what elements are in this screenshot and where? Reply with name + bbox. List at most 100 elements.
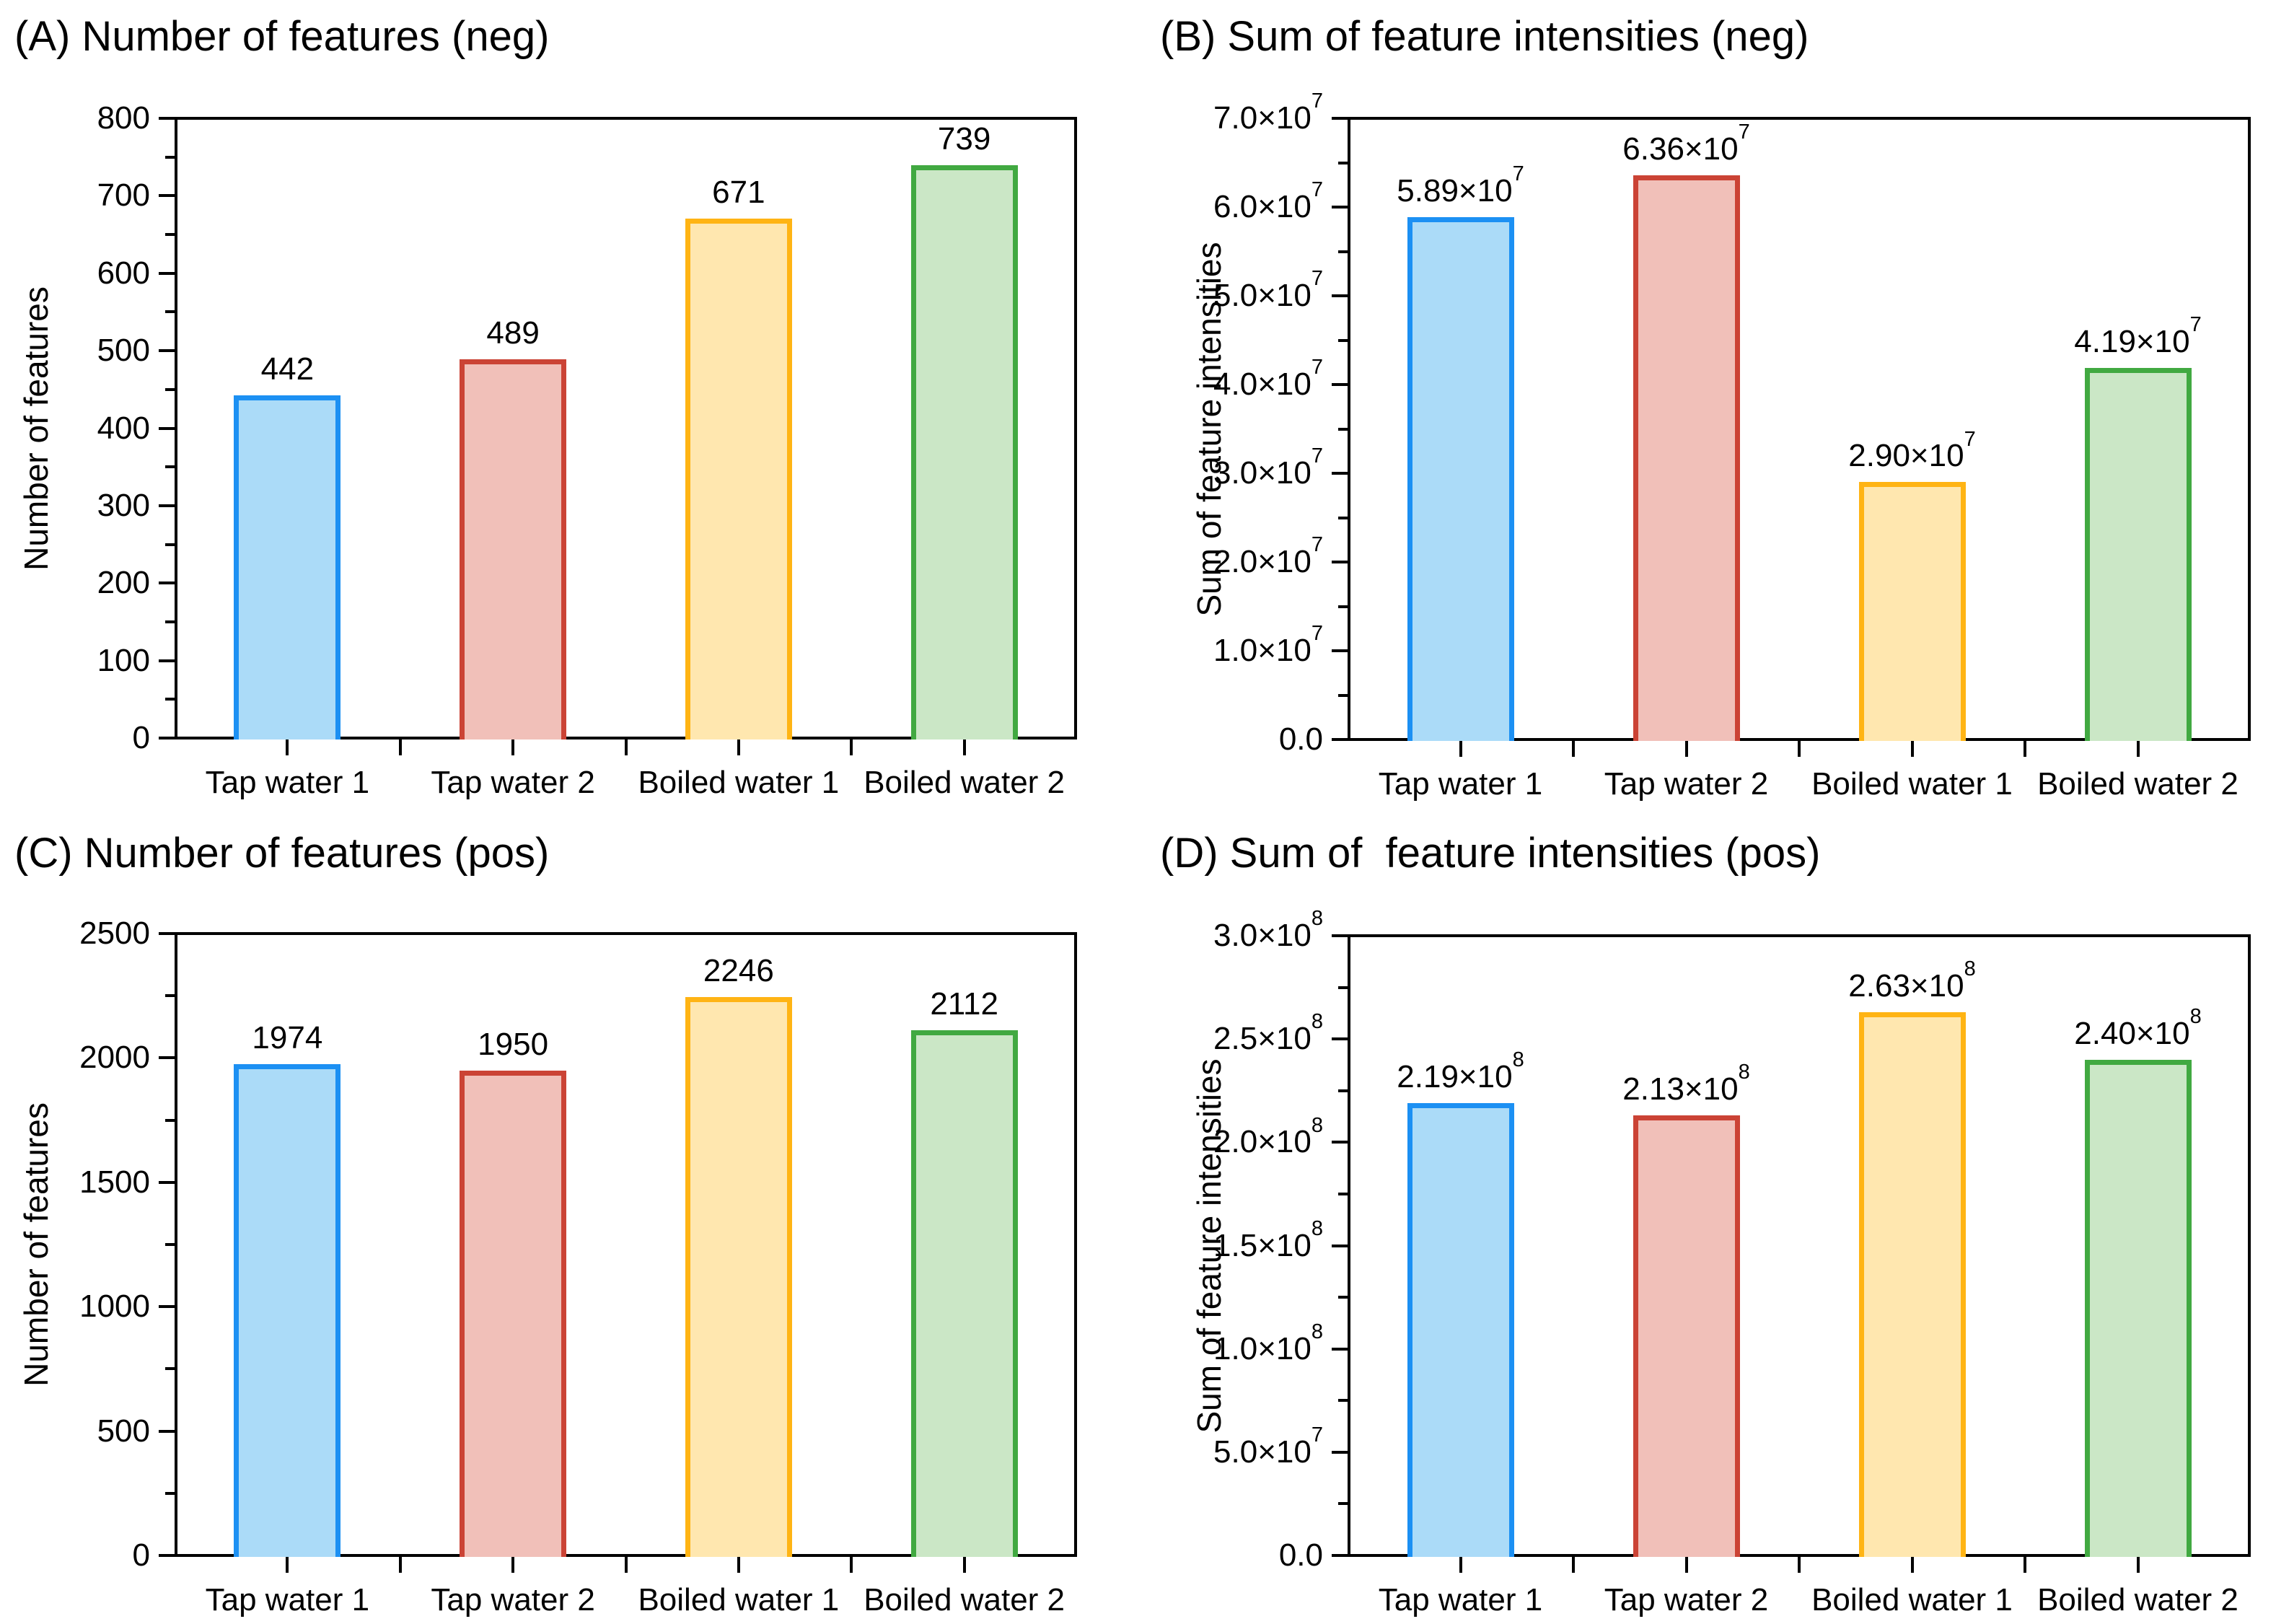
exponent: 8 xyxy=(1311,1320,1323,1343)
value-label: 2.63×108 xyxy=(1848,957,1976,1004)
x-tick xyxy=(1572,741,1575,757)
y-major-tick xyxy=(1332,383,1348,386)
value-label: 442 xyxy=(260,351,315,387)
exponent: 8 xyxy=(1311,1216,1323,1240)
exponent: 7 xyxy=(1311,267,1323,291)
y-major-tick xyxy=(159,117,175,120)
bar-tap-water-2 xyxy=(460,359,567,739)
y-tick-label: 300 xyxy=(97,487,150,523)
bar-tap-water-1 xyxy=(234,395,341,739)
category-label: Boiled water 1 xyxy=(1811,1582,2013,1618)
y-major-tick xyxy=(1332,206,1348,209)
category-label: Tap water 1 xyxy=(205,1582,370,1618)
exponent: 7 xyxy=(1311,89,1323,113)
category-label: Boiled water 1 xyxy=(1811,766,2013,802)
bar-boiled-water-2 xyxy=(910,165,1018,739)
y-minor-tick xyxy=(165,1491,175,1495)
plot-frame xyxy=(175,117,1077,739)
category-label: Boiled water 1 xyxy=(638,1582,840,1618)
x-tick xyxy=(2136,1557,2140,1573)
x-tick xyxy=(1798,1557,1801,1573)
y-major-tick xyxy=(1332,934,1348,937)
x-tick xyxy=(286,739,289,755)
category-label: Boiled water 2 xyxy=(864,765,1065,800)
category-label: Tap water 1 xyxy=(205,765,370,800)
y-minor-tick xyxy=(1338,1502,1348,1506)
y-major-tick xyxy=(1332,1141,1348,1144)
exponent: 7 xyxy=(1738,120,1750,144)
y-minor-tick xyxy=(1338,161,1348,164)
y-tick-label: 4.0×107 xyxy=(1213,356,1323,402)
category-label: Boiled water 2 xyxy=(2037,1582,2238,1618)
y-tick-label: 1000 xyxy=(79,1289,150,1325)
y-minor-tick xyxy=(1338,605,1348,608)
y-minor-tick xyxy=(165,233,175,237)
value-label: 2.40×108 xyxy=(2074,1005,2202,1051)
x-tick xyxy=(2024,741,2026,757)
value-label: 671 xyxy=(712,174,765,210)
y-tick-label: 0.0 xyxy=(1278,721,1323,757)
value-label: 2.13×108 xyxy=(1622,1061,1750,1107)
category-label: Tap water 2 xyxy=(431,765,595,800)
y-minor-tick xyxy=(1338,693,1348,697)
x-tick xyxy=(511,1557,515,1573)
y-minor-tick xyxy=(1338,986,1348,989)
category-label: Tap water 2 xyxy=(431,1582,595,1618)
panel-title: (A) Number of features (neg) xyxy=(14,13,550,60)
plot-frame xyxy=(175,932,1077,1557)
y-tick-label: 3.0×107 xyxy=(1213,444,1323,491)
y-minor-tick xyxy=(165,994,175,998)
x-tick xyxy=(962,1557,966,1573)
y-tick-label: 2.0×108 xyxy=(1213,1113,1323,1160)
y-tick-label: 500 xyxy=(97,333,150,369)
y-tick-label: 700 xyxy=(97,177,150,214)
x-tick xyxy=(511,739,515,755)
y-major-tick xyxy=(159,1056,175,1060)
bar-tap-water-1 xyxy=(234,1064,341,1557)
y-minor-tick xyxy=(1338,250,1348,253)
y-minor-tick xyxy=(165,543,175,546)
value-label: 2.19×108 xyxy=(1397,1048,1524,1094)
exponent: 7 xyxy=(1311,622,1323,646)
bar-boiled-water-2 xyxy=(910,1030,1018,1557)
y-tick-label: 5.0×107 xyxy=(1213,267,1323,313)
value-label: 5.89×107 xyxy=(1397,162,1524,209)
y-major-tick xyxy=(159,271,175,275)
x-tick xyxy=(2024,1557,2026,1573)
value-label: 489 xyxy=(486,315,540,351)
exponent: 7 xyxy=(2189,312,2202,336)
y-tick-label: 1.0×107 xyxy=(1213,622,1323,668)
bar-tap-water-1 xyxy=(1407,216,1514,741)
x-tick xyxy=(1572,1557,1575,1573)
y-tick-label: 5.0×107 xyxy=(1213,1423,1323,1470)
y-minor-tick xyxy=(165,620,175,623)
exponent: 8 xyxy=(1738,1061,1750,1084)
x-tick xyxy=(2136,741,2140,757)
value-label: 1974 xyxy=(252,1020,323,1056)
y-major-tick xyxy=(1332,561,1348,563)
y-tick-label: 0.0 xyxy=(1278,1537,1323,1573)
y-major-tick xyxy=(1332,738,1348,741)
exponent: 8 xyxy=(1311,907,1323,931)
y-axis-label: Number of features xyxy=(17,1102,55,1387)
y-major-tick xyxy=(1332,649,1348,652)
x-tick xyxy=(1910,741,1914,757)
y-minor-tick xyxy=(1338,516,1348,519)
y-minor-tick xyxy=(1338,1399,1348,1403)
x-tick xyxy=(398,1557,402,1573)
x-tick xyxy=(737,1557,740,1573)
y-tick-label: 800 xyxy=(97,100,150,136)
bar-boiled-water-2 xyxy=(2084,367,2192,741)
bar-tap-water-1 xyxy=(1407,1102,1514,1557)
x-tick xyxy=(1459,741,1462,757)
x-tick xyxy=(286,1557,289,1573)
y-minor-tick xyxy=(1338,1089,1348,1092)
exponent: 8 xyxy=(1311,1113,1323,1137)
value-label: 6.36×107 xyxy=(1622,120,1750,167)
y-minor-tick xyxy=(165,1243,175,1246)
plot-frame xyxy=(1348,934,2251,1557)
bar-boiled-water-1 xyxy=(685,218,792,739)
x-tick xyxy=(1459,1557,1462,1573)
y-tick-label: 2500 xyxy=(79,916,150,951)
value-label: 2112 xyxy=(930,986,998,1022)
